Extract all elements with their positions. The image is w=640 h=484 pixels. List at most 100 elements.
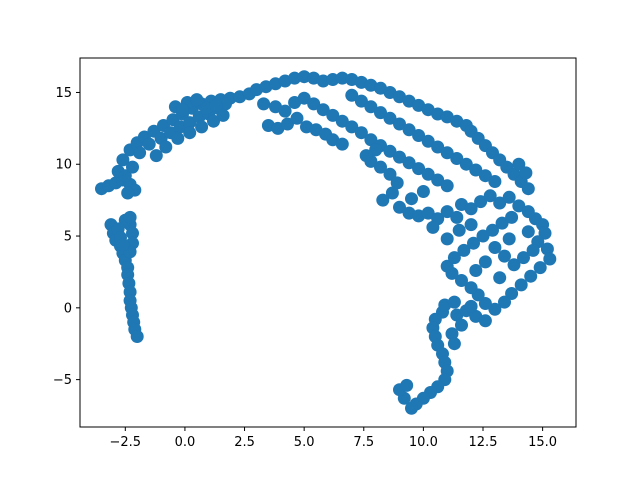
scatter-point xyxy=(440,146,454,160)
scatter-point xyxy=(478,255,492,269)
scatter-point xyxy=(488,175,502,188)
scatter-point xyxy=(467,236,480,250)
scatter-point xyxy=(469,264,483,277)
scatter-point xyxy=(488,241,502,254)
scatter-point xyxy=(123,210,137,224)
scatter-point xyxy=(130,330,144,343)
x-tick-label: 5.0 xyxy=(294,435,315,450)
scatter-point xyxy=(464,299,478,313)
scatter-point xyxy=(126,226,139,240)
scatter-point xyxy=(514,278,528,292)
scatter-point xyxy=(498,295,511,309)
scatter-point xyxy=(440,205,454,219)
scatter-point xyxy=(512,199,526,213)
scatter-point xyxy=(359,149,373,163)
scatter-point xyxy=(450,152,464,165)
scatter-point xyxy=(469,163,483,177)
scatter-point xyxy=(393,150,406,164)
scatter-point xyxy=(369,143,383,157)
scatter-point xyxy=(464,202,478,216)
x-axis-ticks: −2.5 0.0 2.5 5.0 7.5 10.0 12.5 15.0 xyxy=(110,427,557,450)
scatter-point xyxy=(421,134,435,148)
x-tick-label: 0.0 xyxy=(175,435,196,450)
scatter-point xyxy=(524,269,538,283)
x-tick-label: 7.5 xyxy=(353,435,374,450)
scatter-point xyxy=(464,281,478,295)
y-tick-label: −5 xyxy=(53,373,72,388)
scatter-point xyxy=(374,106,387,120)
scatter-point xyxy=(383,144,397,158)
scatter-point xyxy=(335,114,349,128)
scatter-point xyxy=(400,378,414,392)
y-tick-label: 15 xyxy=(55,86,72,101)
x-tick-label: 2.5 xyxy=(234,435,255,450)
scatter-point xyxy=(440,259,454,273)
y-tick-label: 10 xyxy=(55,158,72,173)
scatter-point xyxy=(440,232,454,246)
scatter-point xyxy=(505,210,519,224)
scatter-point xyxy=(412,129,426,142)
scatter-point xyxy=(447,251,461,265)
scatter-point xyxy=(412,162,426,176)
scatter-point xyxy=(376,193,390,207)
scatter-point xyxy=(383,167,397,181)
scatter-point xyxy=(393,200,406,214)
scatter-point xyxy=(126,160,139,174)
scatter-point xyxy=(507,258,521,272)
scatter-point xyxy=(447,295,461,309)
scatter-point xyxy=(190,93,204,107)
scatter-point xyxy=(116,153,130,167)
scatter-point xyxy=(354,94,368,108)
scatter-point xyxy=(183,116,197,130)
scatter-point xyxy=(364,133,378,147)
scatter-point xyxy=(385,186,399,200)
scatter-point xyxy=(216,108,230,122)
x-tick-label: 10.0 xyxy=(409,435,438,450)
scatter-point xyxy=(116,238,130,252)
y-tick-label: 5 xyxy=(64,230,72,245)
y-axis-ticks: −5 0 5 10 15 xyxy=(53,86,80,388)
scatter-point xyxy=(383,111,397,125)
scatter-point xyxy=(326,73,340,86)
scatter-point xyxy=(478,314,492,328)
scatter-point xyxy=(297,70,311,84)
scatter-point xyxy=(390,176,404,190)
scatter-point xyxy=(457,243,471,257)
scatter-point xyxy=(402,123,416,137)
scatter-point xyxy=(288,71,302,85)
scatter-point xyxy=(209,98,223,112)
scatter-points xyxy=(95,70,557,415)
scatter-point xyxy=(405,401,418,415)
scatter-point xyxy=(450,210,464,224)
scatter-point xyxy=(426,220,440,234)
scatter-point xyxy=(354,126,368,140)
scatter-point xyxy=(345,88,359,102)
scatter-point xyxy=(452,223,466,237)
scatter-point xyxy=(543,252,557,266)
scatter-point xyxy=(512,157,526,171)
scatter-point xyxy=(498,249,511,263)
scatter-point xyxy=(149,149,163,163)
scatter-point xyxy=(118,169,132,183)
scatter-point xyxy=(326,108,340,122)
scatter-point xyxy=(421,167,435,181)
scatter-point xyxy=(505,287,519,300)
scatter-point xyxy=(207,114,220,128)
scatter-point xyxy=(121,186,135,200)
scatter-point xyxy=(447,337,461,351)
scatter-point xyxy=(521,225,535,239)
scatter-point xyxy=(483,189,497,203)
scatter-point xyxy=(405,192,418,206)
scatter-point xyxy=(476,229,490,243)
scatter-point xyxy=(459,157,473,171)
scatter-point xyxy=(183,126,197,140)
scatter-point xyxy=(478,169,492,183)
scatter-point xyxy=(502,232,516,246)
scatter-point xyxy=(297,91,311,105)
scatter-point xyxy=(521,182,535,196)
scatter-point xyxy=(464,218,478,232)
scatter-point xyxy=(402,156,416,170)
scatter-point xyxy=(538,226,552,240)
